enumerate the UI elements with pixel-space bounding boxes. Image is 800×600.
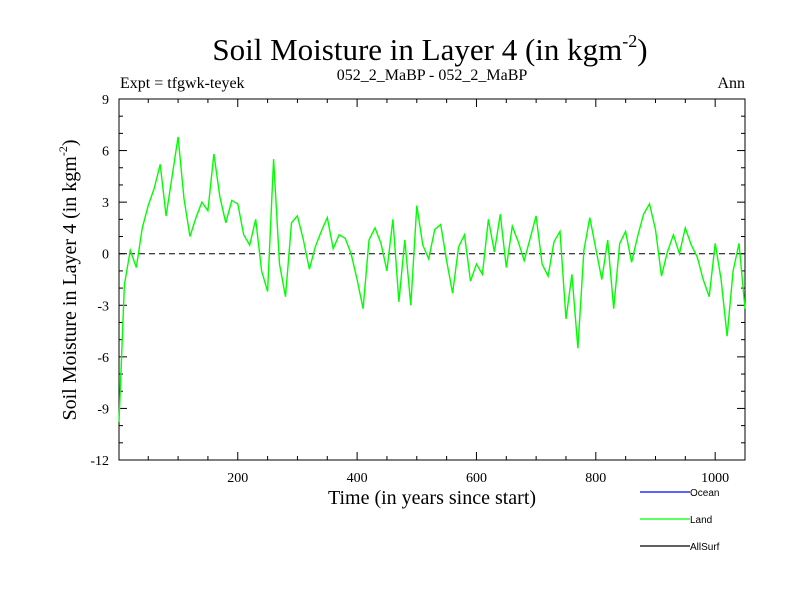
y-tick-label: 3	[102, 196, 109, 211]
x-axis-tick-labels: 200 400 600 800 1000	[227, 471, 729, 486]
subtitle-right: Ann	[717, 75, 745, 92]
subtitle-left: Expt = tfgwk-teyek	[120, 75, 245, 92]
y-axis-label-close: )	[59, 139, 81, 146]
x-tick-label: 1000	[701, 471, 729, 486]
legend-label-ocean: Ocean	[690, 488, 719, 499]
x-tick-label: 200	[227, 471, 248, 486]
legend: Ocean Land AllSurf	[640, 488, 720, 553]
chart-title: Soil Moisture in Layer 4 (in kgm-2)	[212, 31, 647, 67]
y-axis-label: Soil Moisture in Layer 4 (in kgm-2)	[56, 139, 81, 420]
y-tick-label: 6	[102, 145, 109, 160]
x-tick-label: 800	[585, 471, 606, 486]
x-tick-label: 600	[466, 471, 487, 486]
x-tick-label: 400	[347, 471, 368, 486]
y-axis-label-text: Soil Moisture in Layer 4 (in kgm	[59, 156, 81, 421]
x-axis-ticks	[147, 99, 746, 460]
chart-title-text: Soil Moisture in Layer 4 (in kgm	[212, 32, 622, 67]
chart-title-close: )	[637, 32, 647, 67]
y-tick-label: -9	[97, 402, 109, 417]
plot-frame	[118, 98, 746, 461]
chart-title-exponent: -2	[622, 31, 637, 51]
y-tick-label: -6	[97, 351, 109, 366]
series-line-land	[118, 136, 746, 423]
y-tick-label: -3	[97, 299, 109, 314]
subtitle-center: 052_2_MaBP - 052_2_MaBP	[337, 67, 528, 84]
y-axis-label-exponent: -2	[56, 146, 70, 156]
legend-label-allsurf: AllSurf	[690, 542, 720, 553]
x-axis-label: Time (in years since start)	[328, 487, 536, 509]
y-tick-label: 9	[102, 93, 109, 108]
y-axis-ticks	[119, 98, 745, 461]
legend-label-land: Land	[690, 515, 712, 526]
y-tick-label: -12	[90, 454, 109, 469]
y-tick-label: 0	[102, 248, 109, 263]
y-axis-tick-labels: -12 -9 -6 -3 0 3 6 9	[90, 93, 109, 469]
